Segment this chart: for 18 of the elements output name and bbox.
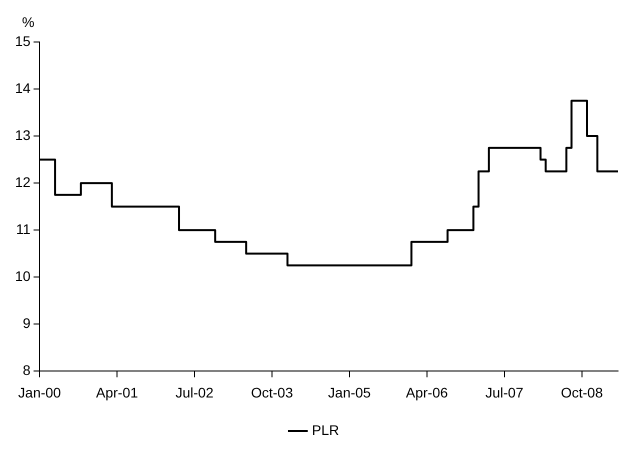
x-tick-label: Jul-02 bbox=[175, 384, 214, 400]
x-tick-label: Apr-01 bbox=[96, 384, 138, 400]
x-tick-label: Oct-08 bbox=[560, 384, 604, 400]
y-tick-label: 14 bbox=[14, 80, 31, 96]
y-tick-label: 13 bbox=[14, 126, 31, 143]
x-tick-label: Jan-05 bbox=[328, 384, 372, 400]
x-tick-label: Jan-00 bbox=[18, 384, 62, 400]
y-tick-label: 12 bbox=[14, 174, 31, 190]
legend-label: PLR bbox=[312, 422, 340, 438]
y-tick-label: 9 bbox=[22, 315, 31, 332]
y-tick-label: 10 bbox=[14, 268, 31, 284]
y-tick-label: 15 bbox=[14, 32, 31, 49]
x-tick-label: Apr-06 bbox=[406, 384, 448, 400]
x-tick-label: Oct-03 bbox=[250, 384, 294, 400]
y-axis-title: % bbox=[22, 14, 34, 30]
y-tick-label: 8 bbox=[22, 362, 31, 378]
y-tick-label: 11 bbox=[16, 220, 31, 237]
x-tick-label: Jul-07 bbox=[485, 384, 524, 400]
